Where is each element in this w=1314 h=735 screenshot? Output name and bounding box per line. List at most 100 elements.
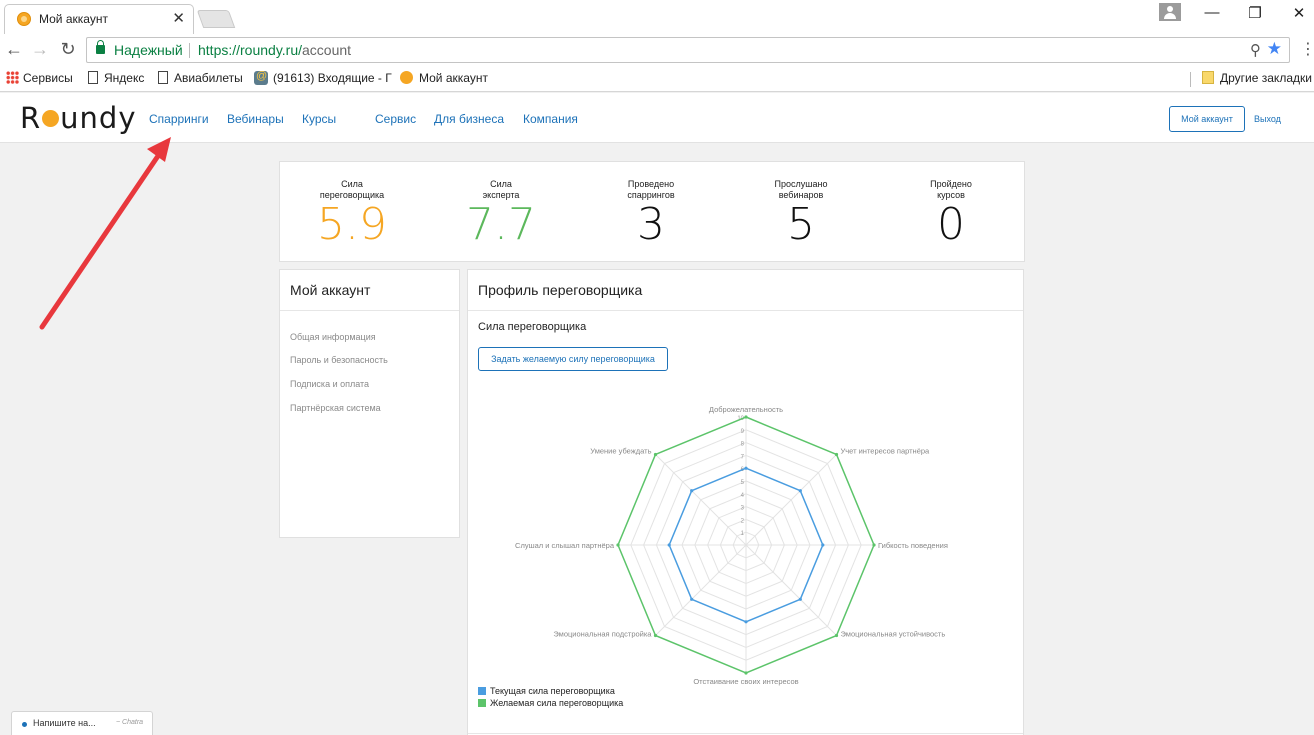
stat-label-line: вебинаров — [778, 190, 824, 200]
radar-point — [667, 543, 671, 547]
stats-card: Сила переговорщика 5.9 Сила эксперта 7.7 П… — [279, 161, 1025, 262]
logout-link[interactable]: Выход — [1254, 114, 1281, 124]
bookmark-label: Сервисы — [23, 71, 73, 85]
nav-service[interactable]: Сервис — [375, 112, 417, 126]
bookmarks-bar: Сервисы Яндекс Авиабилеты (91613) Входящ… — [0, 66, 1314, 92]
close-tab-icon[interactable]: ✕ — [172, 10, 185, 27]
bookmark-star-icon[interactable]: ★ — [1266, 39, 1282, 58]
roundy-favicon-icon — [400, 71, 413, 84]
page-icon — [88, 71, 98, 84]
radar-spoke — [655, 544, 747, 636]
bookmark-other[interactable]: Другие закладки — [1202, 71, 1312, 85]
red-annotation-arrow — [39, 137, 171, 330]
legend-label: Желаемая сила переговорщика — [490, 698, 624, 708]
radar-tick-label: 8 — [741, 442, 745, 448]
browser-toolbar: ← → ↻ Надежный https://roundy.ru/account… — [0, 34, 1314, 66]
url-path: account — [302, 42, 352, 58]
stat-label-line: курсов — [937, 190, 965, 200]
stat-webinars-listened: Прослушано вебинаров 5 — [741, 179, 861, 247]
chat-widget[interactable]: Напишите на... ~ Chatra — [11, 711, 153, 735]
stat-value: 5 — [787, 199, 815, 250]
radar-point — [653, 452, 658, 457]
bookmark-my-account[interactable]: Мой аккаунт — [400, 71, 488, 85]
browser-tab[interactable]: Мой аккаунт ✕ — [4, 4, 194, 34]
bookmark-aviabilety[interactable]: Авиабилеты — [158, 71, 243, 85]
folder-icon — [1202, 71, 1214, 84]
section-title: Сила переговорщика — [478, 321, 587, 333]
radar-tick-label: 4 — [741, 493, 745, 499]
stat-label: Прослушано вебинаров — [741, 179, 861, 203]
bookmark-inbox[interactable]: (91613) Входящие - Г — [254, 70, 392, 85]
omnibox-divider — [189, 43, 190, 58]
set-desired-strength-button[interactable]: Задать желаемую силу переговорщика — [478, 347, 668, 371]
address-bar[interactable]: Надежный https://roundy.ru/account ⚲ ★ — [86, 37, 1290, 63]
radar-tick-label: 7 — [741, 454, 745, 460]
back-icon[interactable]: ← — [5, 39, 23, 59]
stat-value: 0 — [937, 199, 965, 250]
nav-courses[interactable]: Курсы — [302, 112, 337, 126]
new-tab-button[interactable] — [196, 10, 236, 28]
sidebar-item-password-security[interactable]: Пароль и безопасность — [290, 355, 388, 365]
browser-profile-icon[interactable] — [1159, 3, 1181, 21]
radar-point — [653, 633, 658, 638]
stat-label: Проведено спаррингов — [591, 179, 711, 203]
radar-axis-label: Доброжелательность — [709, 405, 783, 414]
radar-point — [690, 489, 694, 493]
roundy-favicon-icon — [17, 12, 31, 26]
legend-item-current[interactable]: Текущая сила переговорщика — [478, 686, 615, 696]
radar-axis-label: Отстаивание своих интересов — [693, 677, 798, 686]
radar-spoke — [745, 454, 837, 546]
nav-webinars[interactable]: Вебинары — [227, 112, 284, 126]
close-window-button[interactable]: ✕ — [1292, 5, 1306, 22]
radar-axis-label: Эмоциональная устойчивость — [841, 630, 946, 639]
url-host: https://roundy.ru/ — [198, 42, 303, 58]
sidebar-item-subscription[interactable]: Подписка и оплата — [290, 379, 370, 389]
zoom-icon[interactable]: ⚲ — [1250, 42, 1261, 59]
stat-expert-strength: Сила эксперта 7.7 — [441, 179, 561, 247]
negotiator-profile-card: Профиль переговорщика Сила переговорщика… — [467, 269, 1024, 735]
my-account-button[interactable]: Мой аккаунт — [1169, 106, 1245, 132]
radar-point — [744, 620, 748, 624]
stat-label-line: Пройдено — [930, 179, 972, 189]
radar-tick-label: 1 — [741, 531, 745, 537]
radar-point — [744, 466, 748, 470]
stat-label: Сила эксперта — [441, 179, 561, 203]
stat-label-line: Проведено — [627, 179, 675, 189]
apps-grid-icon — [6, 71, 19, 84]
restore-button[interactable]: ❐ — [1248, 5, 1262, 22]
stat-label-line: спаррингов — [627, 190, 675, 200]
radar-point — [798, 489, 802, 493]
bookmark-yandex[interactable]: Яндекс — [88, 71, 144, 85]
sidebar-item-general-info[interactable]: Общая информация — [290, 332, 376, 342]
nav-sparrings[interactable]: Спарринги — [149, 112, 209, 126]
radar-tick-label: 9 — [741, 429, 745, 435]
bookmark-services[interactable]: Сервисы — [6, 71, 73, 85]
radar-axis-label: Слушал и слышал партнёра — [515, 541, 615, 550]
divider — [280, 310, 459, 311]
reload-icon[interactable]: ↻ — [60, 39, 76, 59]
minimize-button[interactable]: — — [1204, 4, 1220, 21]
sidebar-item-partner-system[interactable]: Партнёрская система — [290, 403, 381, 413]
divider — [468, 310, 1023, 311]
legend-item-desired[interactable]: Желаемая сила переговорщика — [478, 698, 623, 708]
stat-value: 5.9 — [317, 199, 387, 250]
stat-label: Сила переговорщика — [292, 179, 412, 203]
url-text[interactable]: https://roundy.ru/account — [198, 42, 351, 58]
chat-prompt: Напишите на... — [33, 718, 96, 728]
legend-swatch — [478, 687, 486, 695]
forward-icon[interactable]: → — [31, 39, 49, 59]
browser-menu-icon[interactable]: ⋮ — [1300, 41, 1314, 58]
bookmark-label: (91613) Входящие - Г — [273, 71, 392, 85]
bookmark-label: Мой аккаунт — [419, 71, 488, 85]
stat-label: Пройдено курсов — [891, 179, 1011, 203]
radar-point — [834, 633, 839, 638]
nav-business[interactable]: Для бизнеса — [434, 112, 505, 126]
logo-rest: undy — [60, 101, 137, 135]
legend-swatch — [478, 699, 486, 707]
stat-label-line: Сила — [341, 179, 363, 189]
divider — [468, 733, 1023, 734]
nav-company[interactable]: Компания — [523, 112, 578, 126]
account-sidebar: Мой аккаунт Общая информация Пароль и бе… — [279, 269, 460, 538]
